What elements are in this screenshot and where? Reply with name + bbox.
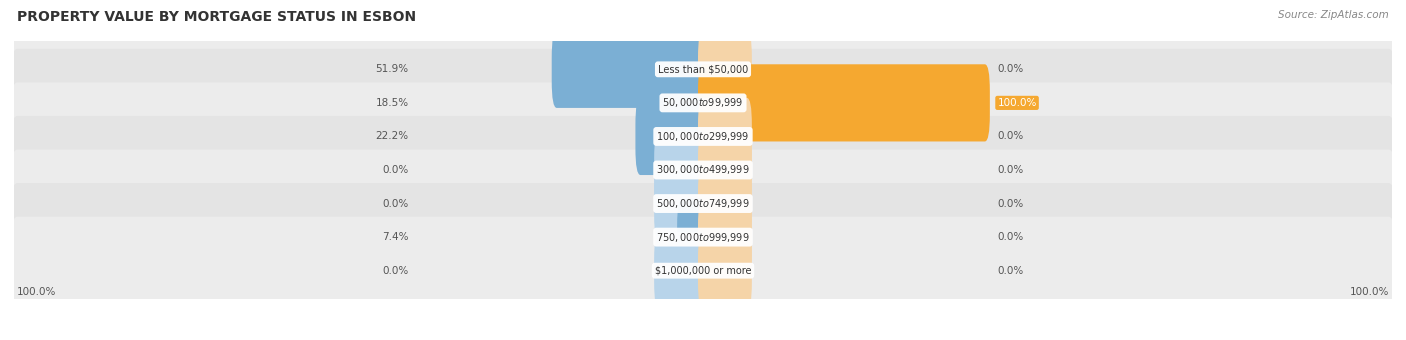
FancyBboxPatch shape [697,131,752,209]
FancyBboxPatch shape [551,31,709,108]
FancyBboxPatch shape [636,98,709,175]
Text: 0.0%: 0.0% [997,64,1024,74]
FancyBboxPatch shape [10,82,1396,190]
Text: $300,000 to $499,999: $300,000 to $499,999 [657,164,749,176]
Text: $50,000 to $99,999: $50,000 to $99,999 [662,96,744,109]
FancyBboxPatch shape [697,232,752,309]
Text: $1,000,000 or more: $1,000,000 or more [655,266,751,276]
Text: 0.0%: 0.0% [997,165,1024,175]
FancyBboxPatch shape [10,183,1396,291]
FancyBboxPatch shape [10,217,1396,325]
FancyBboxPatch shape [697,64,990,141]
Text: 22.2%: 22.2% [375,132,409,141]
Text: 100.0%: 100.0% [1350,287,1389,297]
Text: 0.0%: 0.0% [997,132,1024,141]
FancyBboxPatch shape [697,165,752,242]
FancyBboxPatch shape [697,31,752,108]
Text: Less than $50,000: Less than $50,000 [658,64,748,74]
FancyBboxPatch shape [654,131,709,209]
Text: 7.4%: 7.4% [382,232,409,242]
FancyBboxPatch shape [654,232,709,309]
Text: 0.0%: 0.0% [382,199,409,208]
FancyBboxPatch shape [10,49,1396,157]
FancyBboxPatch shape [645,64,709,141]
Text: $750,000 to $999,999: $750,000 to $999,999 [657,231,749,244]
Text: $500,000 to $749,999: $500,000 to $749,999 [657,197,749,210]
FancyBboxPatch shape [10,116,1396,224]
FancyBboxPatch shape [697,98,752,175]
FancyBboxPatch shape [654,165,709,242]
Text: 0.0%: 0.0% [997,266,1024,276]
Text: $100,000 to $299,999: $100,000 to $299,999 [657,130,749,143]
FancyBboxPatch shape [678,199,709,276]
Text: 100.0%: 100.0% [17,287,56,297]
FancyBboxPatch shape [10,150,1396,258]
Text: PROPERTY VALUE BY MORTGAGE STATUS IN ESBON: PROPERTY VALUE BY MORTGAGE STATUS IN ESB… [17,10,416,24]
Text: Source: ZipAtlas.com: Source: ZipAtlas.com [1278,10,1389,20]
FancyBboxPatch shape [697,199,752,276]
Text: 0.0%: 0.0% [997,232,1024,242]
Text: 18.5%: 18.5% [375,98,409,108]
FancyBboxPatch shape [10,15,1396,123]
Text: 0.0%: 0.0% [382,165,409,175]
Text: 0.0%: 0.0% [382,266,409,276]
Text: 51.9%: 51.9% [375,64,409,74]
Text: 100.0%: 100.0% [997,98,1036,108]
Text: 0.0%: 0.0% [997,199,1024,208]
